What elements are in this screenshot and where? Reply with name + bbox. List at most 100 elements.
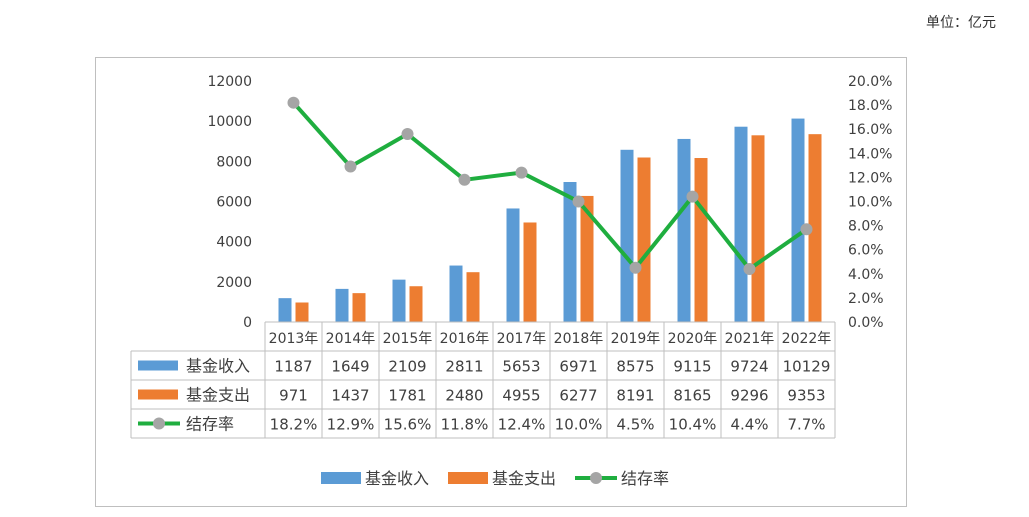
balance-rate-point	[287, 96, 300, 109]
x-category-label: 2022年	[782, 331, 832, 347]
table-value-cell: 9724	[730, 358, 768, 376]
expense-bar	[523, 222, 537, 322]
table-value-cell: 10.4%	[669, 416, 717, 434]
table-value-cell: 12.9%	[327, 416, 375, 434]
balance-rate-point	[800, 223, 813, 236]
y-left-tick-label: 4000	[216, 235, 252, 251]
table-value-cell: 8165	[673, 387, 711, 405]
income-bar	[449, 265, 463, 322]
y-right-tick-label: 6.0%	[848, 243, 884, 259]
table-value-cell: 11.8%	[441, 416, 489, 434]
y-left-tick-label: 10000	[207, 114, 252, 130]
table-value-cell: 5653	[502, 358, 540, 376]
x-category-label: 2019年	[611, 331, 661, 347]
income-bar	[791, 118, 805, 322]
table-value-cell: 2109	[388, 358, 426, 376]
income-bar	[734, 126, 748, 323]
table-value-cell: 4.4%	[730, 416, 768, 434]
x-category-label: 2014年	[326, 331, 376, 347]
table-value-cell: 8191	[616, 387, 654, 405]
table-value-cell: 1437	[331, 387, 369, 405]
table-series-name: 基金支出	[186, 386, 250, 405]
table-value-cell: 2480	[445, 387, 483, 405]
balance-rate-point	[572, 195, 585, 208]
table-legend-key-marker	[153, 417, 165, 430]
table-value-cell: 8575	[616, 358, 654, 376]
table-value-cell: 18.2%	[270, 416, 318, 434]
expense-bar	[295, 302, 309, 322]
balance-rate-point	[401, 128, 414, 141]
income-bar	[335, 288, 349, 322]
balance-rate-point	[686, 190, 699, 203]
y-right-tick-label: 4.0%	[848, 267, 884, 283]
balance-rate-point	[458, 173, 471, 186]
income-bar	[620, 149, 634, 322]
legend-label: 结存率	[621, 469, 669, 488]
x-category-label: 2021年	[725, 331, 775, 347]
table-legend-key	[138, 389, 178, 400]
income-bar	[506, 208, 520, 322]
balance-rate-line	[292, 101, 808, 271]
income-bar	[278, 298, 292, 322]
y-right-tick-label: 8.0%	[848, 219, 884, 235]
table-value-cell: 6277	[559, 387, 597, 405]
balance-rate-point	[344, 160, 357, 173]
y-left-tick-label: 6000	[216, 195, 252, 211]
table-value-cell: 12.4%	[498, 416, 546, 434]
y-left-tick-label: 2000	[216, 275, 252, 291]
expense-bar	[352, 293, 366, 322]
x-category-label: 2018年	[554, 331, 604, 347]
table-series-name: 基金收入	[186, 357, 250, 376]
table-legend-key	[138, 360, 178, 371]
y-right-tick-label: 10.0%	[848, 195, 892, 211]
legend-key	[448, 472, 488, 484]
table-value-cell: 10.0%	[555, 416, 603, 434]
table-value-cell: 9353	[787, 387, 825, 405]
expense-bar	[580, 195, 594, 322]
income-bar	[563, 181, 577, 322]
x-category-label: 2015年	[383, 331, 433, 347]
y-right-tick-label: 18.0%	[848, 98, 892, 114]
table-value-cell: 1649	[331, 358, 369, 376]
table-value-cell: 7.7%	[787, 416, 825, 434]
y-right-tick-label: 20.0%	[848, 74, 892, 90]
unit-label: 单位：亿元	[926, 15, 996, 31]
table-value-cell: 15.6%	[384, 416, 432, 434]
y-left-tick-label: 0	[243, 315, 252, 331]
table-value-cell: 6971	[559, 358, 597, 376]
y-right-tick-label: 0.0%	[848, 315, 884, 331]
balance-rate-point	[629, 261, 642, 274]
legend-key	[321, 472, 361, 484]
y-right-tick-label: 2.0%	[848, 291, 884, 307]
balance-rate-point	[515, 166, 528, 179]
table-value-cell: 1187	[274, 358, 312, 376]
expense-bar	[637, 157, 651, 322]
table-series-name: 结存率	[186, 415, 234, 434]
expense-bar	[409, 286, 423, 322]
legend-key-marker	[590, 472, 602, 484]
table-value-cell: 10129	[783, 358, 831, 376]
table-value-cell: 1781	[388, 387, 426, 405]
x-category-label: 2020年	[668, 331, 718, 347]
income-bar	[392, 279, 406, 322]
y-right-tick-label: 16.0%	[848, 122, 892, 138]
y-right-tick-label: 14.0%	[848, 146, 892, 162]
x-category-label: 2013年	[269, 331, 319, 347]
chart-frame	[95, 57, 907, 507]
legend-label: 基金收入	[365, 469, 429, 488]
x-category-label: 2016年	[440, 331, 490, 347]
table-value-cell: 9115	[673, 358, 711, 376]
table-value-cell: 4.5%	[616, 416, 654, 434]
expense-bar	[694, 158, 708, 322]
table-value-cell: 2811	[445, 358, 483, 376]
table-value-cell: 4955	[502, 387, 540, 405]
expense-bar	[808, 134, 822, 322]
income-bar	[677, 138, 691, 322]
expense-bar	[751, 135, 765, 322]
expense-bar	[466, 272, 480, 322]
y-left-tick-label: 12000	[207, 74, 252, 90]
y-right-tick-label: 12.0%	[848, 170, 892, 186]
legend-label: 基金支出	[492, 469, 556, 488]
y-left-tick-label: 8000	[216, 154, 252, 170]
